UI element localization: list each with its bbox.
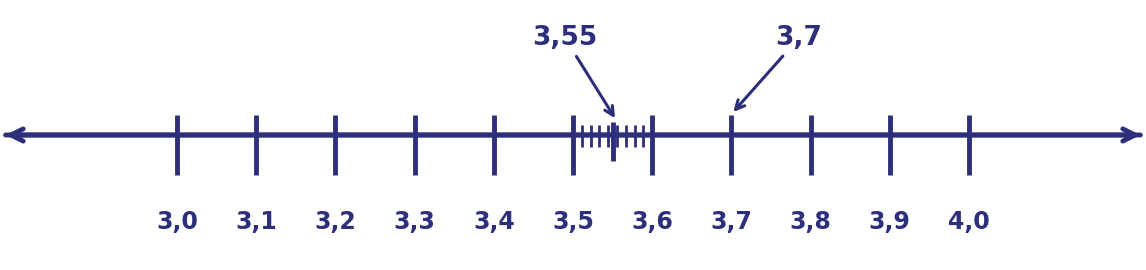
Text: 3,6: 3,6: [631, 210, 673, 234]
Text: 3,5: 3,5: [552, 210, 594, 234]
Text: 3,3: 3,3: [394, 210, 435, 234]
Text: 3,8: 3,8: [790, 210, 832, 234]
Text: 3,2: 3,2: [314, 210, 356, 234]
Text: 3,7: 3,7: [711, 210, 752, 234]
Text: 3,9: 3,9: [869, 210, 911, 234]
Text: 3,7: 3,7: [736, 25, 822, 109]
Text: 3,0: 3,0: [156, 210, 198, 234]
Text: 3,1: 3,1: [235, 210, 277, 234]
Text: 3,4: 3,4: [473, 210, 515, 234]
Text: 3,55: 3,55: [533, 25, 613, 115]
Text: 4,0: 4,0: [948, 210, 990, 234]
